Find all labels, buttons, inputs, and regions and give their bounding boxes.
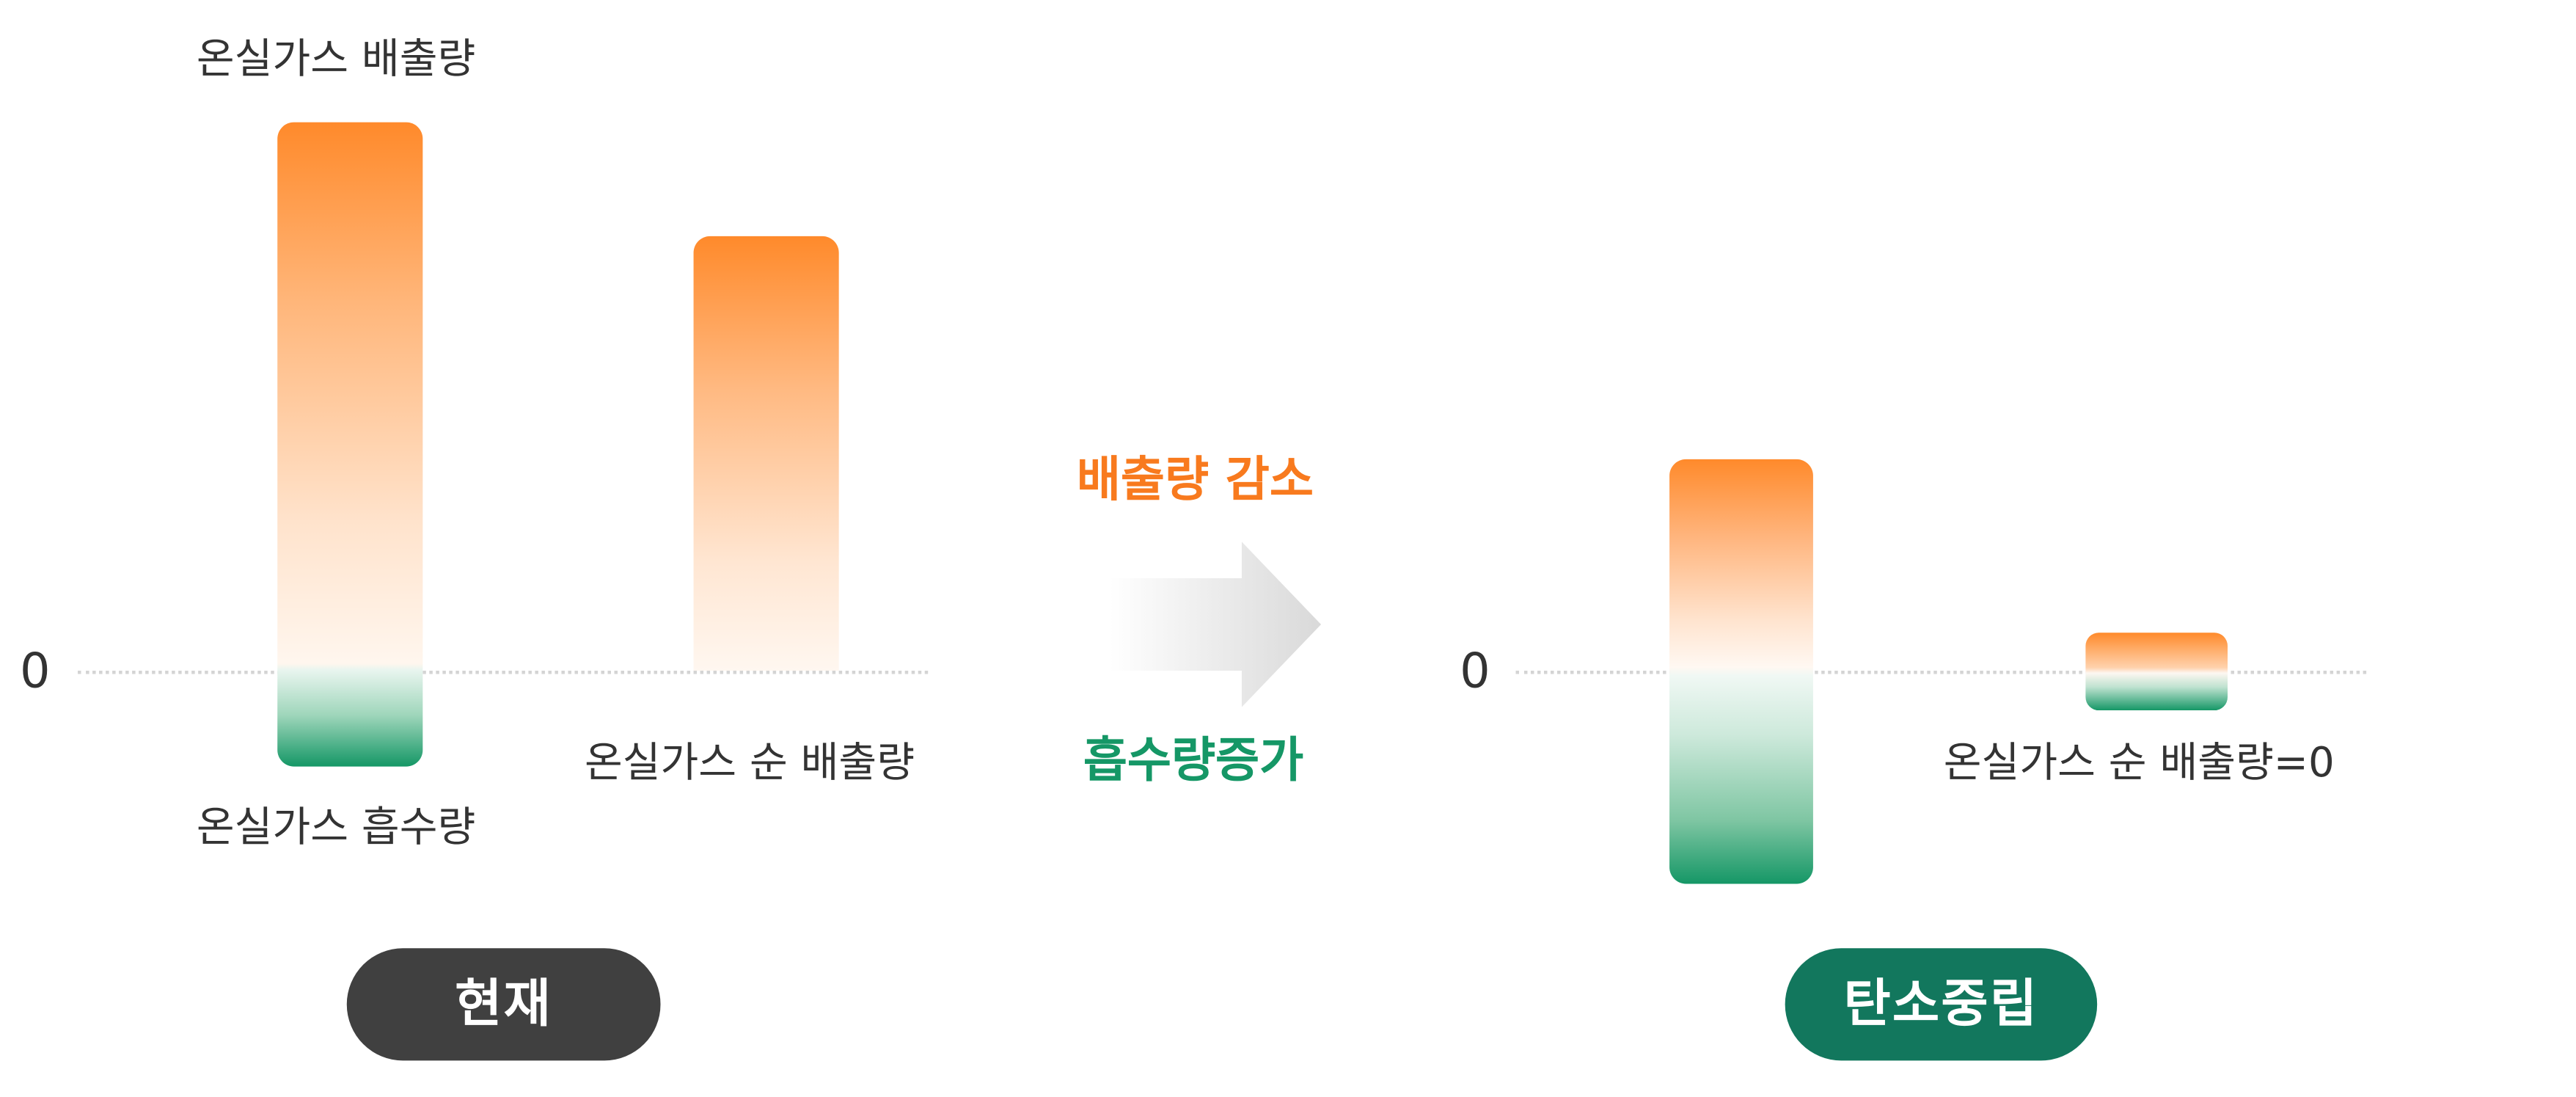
zero-label-current: 0 xyxy=(20,642,51,699)
absorption-label: 온실가스 흡수량 xyxy=(196,803,476,851)
right-arrow-icon xyxy=(1109,542,1322,707)
zero-label-neutral: 0 xyxy=(1460,642,1490,699)
emission-bar-current xyxy=(277,122,423,767)
emission-decrease-label: 배출량 감소 xyxy=(1076,451,1314,508)
net-emission-label-neutral: 온실가스 순 배출량=0 xyxy=(1943,738,2335,787)
absorption-increase-label: 흡수량증가 xyxy=(1083,732,1304,788)
zero-baseline-neutral xyxy=(1515,671,2367,674)
net-zero-bar-neutral xyxy=(2085,633,2228,711)
net-emission-label-current: 온실가스 순 배출량 xyxy=(584,738,915,787)
zero-baseline-current xyxy=(77,671,929,674)
net-emission-bar-current xyxy=(693,236,839,671)
emission-label: 온실가스 배출량 xyxy=(196,34,476,83)
emission-absorption-bar-neutral xyxy=(1669,459,1813,884)
current-state-badge: 현재 xyxy=(346,948,661,1061)
carbon-neutral-badge: 탄소중립 xyxy=(1785,948,2098,1061)
